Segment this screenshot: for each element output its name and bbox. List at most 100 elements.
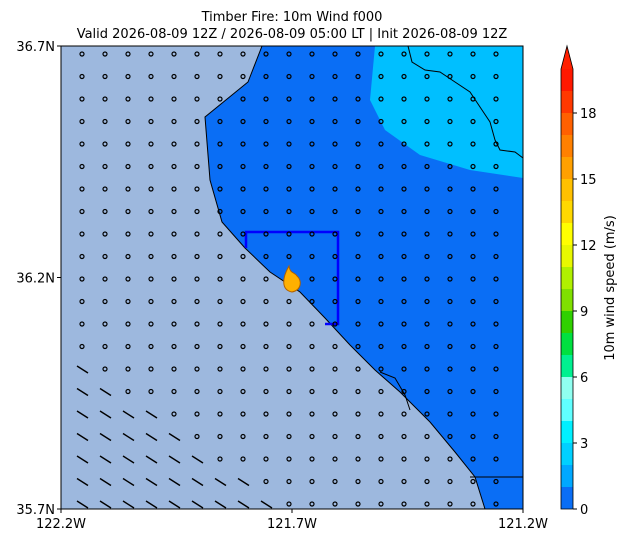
calm-barb [194, 231, 200, 237]
wind-barb [214, 500, 227, 509]
wind-barb [99, 477, 112, 487]
calm-barb [447, 501, 453, 507]
map-area [60, 45, 524, 510]
calm-barb [79, 96, 85, 102]
calm-barb [194, 321, 200, 327]
calm-barb [240, 141, 246, 147]
y-tick-label: 35.7N [16, 503, 55, 518]
calm-barb [470, 366, 476, 372]
calm-barb [286, 96, 292, 102]
calm-barb [470, 141, 476, 147]
colorbar-segment [561, 113, 573, 135]
calm-barb [125, 163, 131, 170]
wind-barb [122, 410, 135, 419]
wind-barb [122, 455, 135, 464]
calm-barb [194, 118, 200, 125]
calm-barb [309, 276, 315, 282]
calm-barb [355, 276, 361, 282]
calm-barb [263, 366, 269, 372]
calm-barb [309, 343, 315, 350]
wind-barb [145, 477, 158, 487]
calm-barb [401, 253, 407, 260]
calm-barb [194, 73, 200, 80]
calm-barb [148, 298, 154, 305]
calm-barb [102, 186, 108, 192]
calm-barb [424, 343, 430, 350]
calm-barb [401, 388, 407, 395]
calm-barb [447, 208, 453, 215]
calm-barb [79, 276, 85, 282]
colorbar-segment [561, 487, 573, 509]
calm-barb [125, 276, 131, 282]
calm-barb [286, 231, 292, 237]
calm-barb [424, 51, 430, 57]
calm-barb [217, 433, 223, 440]
fire-icon [283, 264, 301, 293]
wind-barb [214, 477, 227, 487]
calm-barb [470, 343, 476, 350]
calm-barb [286, 141, 292, 147]
calm-barb [355, 456, 361, 462]
calm-barb [240, 411, 246, 417]
colorbar-segment [561, 69, 573, 91]
wind-barb [122, 477, 135, 487]
calm-barb [378, 276, 384, 282]
calm-barb [240, 388, 246, 395]
calm-barb [217, 276, 223, 282]
calm-barb [470, 96, 476, 102]
calm-barb [355, 321, 361, 327]
colorbar-segment [561, 267, 573, 289]
wind-barb [76, 477, 89, 487]
calm-barb [493, 478, 499, 485]
calm-barb [424, 456, 430, 462]
wind-barb [76, 455, 89, 464]
calm-barb [424, 163, 430, 170]
calm-barb [378, 73, 384, 80]
x-tick-label: 121.7W [267, 517, 317, 532]
calm-barb [102, 96, 108, 102]
calm-barb [401, 276, 407, 282]
calm-barb [355, 73, 361, 80]
calm-barb [263, 456, 269, 462]
calm-barb [102, 118, 108, 125]
calm-barb [309, 231, 315, 237]
wind-barb [145, 410, 158, 419]
calm-barb [148, 163, 154, 170]
calm-barb [263, 163, 269, 170]
calm-barb [102, 163, 108, 170]
calm-barb [171, 231, 177, 237]
calm-barb [401, 141, 407, 147]
calm-barb [355, 51, 361, 57]
calm-barb [125, 141, 131, 147]
calm-barb [240, 208, 246, 215]
calm-barb [102, 321, 108, 327]
calm-barb [493, 276, 499, 282]
wind-barb [237, 477, 250, 487]
calm-barb [470, 411, 476, 417]
calm-barb [217, 298, 223, 305]
calm-barb [378, 96, 384, 102]
calm-barb [493, 456, 499, 462]
calm-barb [355, 96, 361, 102]
calm-barb [194, 366, 200, 372]
calm-barb [378, 231, 384, 237]
calm-barb [424, 186, 430, 192]
calm-barb [401, 321, 407, 327]
colorbar-segment [561, 245, 573, 267]
calm-barb [102, 141, 108, 147]
calm-barb [240, 366, 246, 372]
calm-barb [125, 208, 131, 215]
calm-barb [171, 321, 177, 327]
calm-barb [332, 208, 338, 215]
calm-barb [447, 231, 453, 237]
calm-barb [493, 231, 499, 237]
colorbar-label: 10m wind speed (m/s) [603, 215, 618, 361]
calm-barb [286, 298, 292, 305]
calm-barb [309, 163, 315, 170]
calm-barb [355, 501, 361, 507]
coastline [379, 371, 411, 411]
calm-barb [217, 118, 223, 125]
wind-barb [237, 500, 250, 509]
calm-barb [447, 433, 453, 440]
calm-barb [171, 208, 177, 215]
